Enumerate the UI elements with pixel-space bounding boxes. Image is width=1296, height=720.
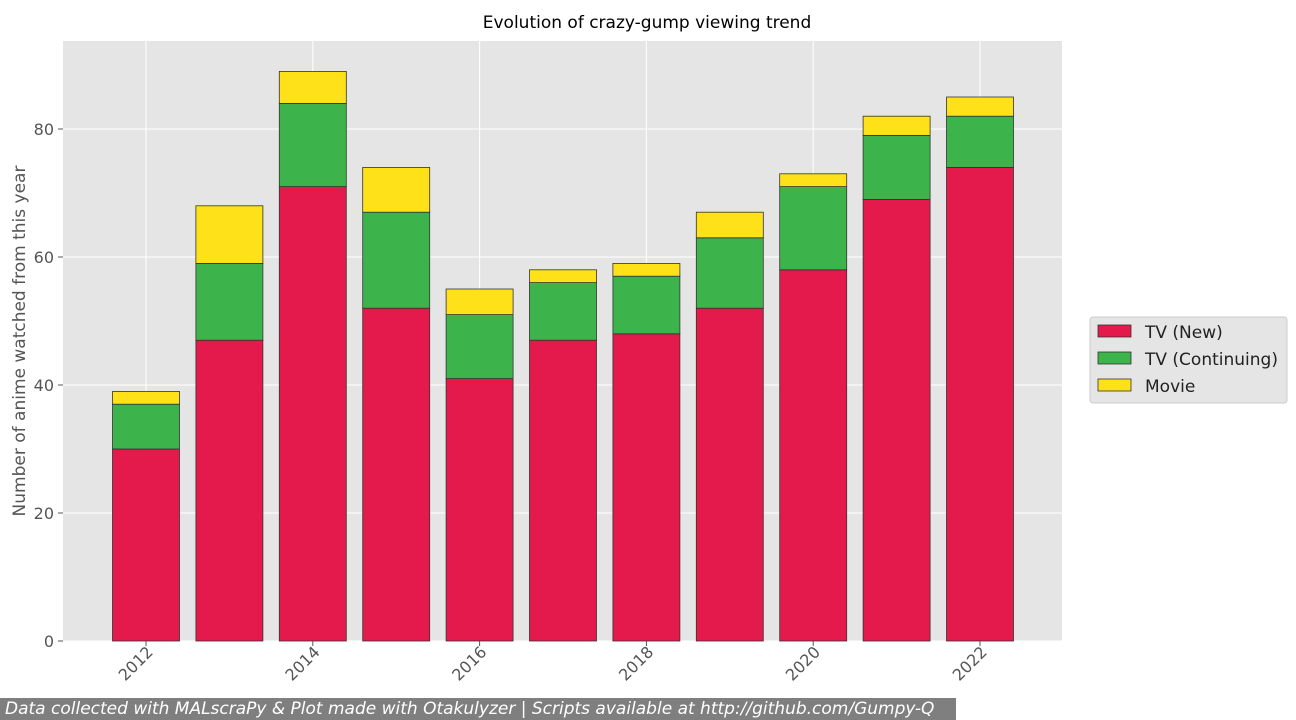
legend-swatch [1097, 351, 1132, 365]
bar-segment-movie [362, 166, 431, 213]
bar-segment-tv-new [946, 166, 1014, 642]
footer-credits: Data collected with MALscraPy & Plot mad… [0, 698, 956, 720]
bar-segment-movie [112, 390, 180, 405]
bar-segment-tv-continuing [529, 282, 597, 341]
chart-title: Evolution of crazy-gump viewing trend [483, 13, 812, 33]
legend: TV (New) TV (Continuing) Movie [1089, 316, 1288, 404]
bar-segment-tv-new [278, 186, 347, 642]
bar-segment-tv-continuing [862, 134, 931, 200]
bar-segment-tv-continuing [779, 186, 848, 271]
bar-segment-movie [946, 96, 1014, 117]
bar-segment-tv-continuing [278, 103, 347, 187]
y-tick-label: 20 [34, 504, 54, 523]
legend-label: Movie [1145, 377, 1195, 397]
x-tick-label: 2020 [782, 642, 824, 684]
bar-segment-movie [529, 269, 597, 283]
bar-segment-tv-continuing [195, 262, 264, 341]
bar-segment-tv-new [112, 448, 180, 642]
bar-segment-movie [779, 173, 848, 188]
bar-segment-tv-new [195, 339, 264, 642]
legend-swatch [1097, 378, 1132, 392]
bar-segment-tv-new [362, 307, 431, 642]
bar-segment-movie [612, 262, 681, 277]
bar-segment-movie [862, 115, 931, 136]
bar-segment-movie [445, 288, 514, 316]
x-tick-label: 2012 [115, 642, 157, 684]
bar-segment-tv-new [862, 198, 931, 642]
legend-box [1089, 316, 1288, 404]
legend-label: TV (New) [1144, 323, 1223, 343]
y-tick-label: 60 [34, 248, 54, 267]
legend-swatch [1097, 324, 1132, 338]
x-tick-label: 2018 [615, 642, 657, 684]
bar-segment-tv-new [445, 378, 514, 642]
bars [112, 71, 1014, 642]
bar-segment-movie [695, 211, 764, 239]
bar-segment-tv-new [695, 307, 764, 642]
y-axis-label: Number of anime watched from this year [10, 166, 30, 517]
x-axis: 2012 2014 2016 2018 2020 2022 [115, 641, 991, 685]
legend-label: TV (Continuing) [1144, 350, 1278, 370]
bar-segment-tv-continuing [695, 237, 764, 309]
y-tick-label: 40 [34, 376, 54, 395]
bar-segment-tv-continuing [112, 403, 180, 450]
bar-segment-tv-new [779, 269, 848, 642]
bar-segment-tv-continuing [445, 314, 514, 380]
x-tick-label: 2014 [281, 642, 323, 684]
bar-segment-movie [278, 71, 347, 104]
bar-segment-movie [195, 205, 264, 264]
x-tick-label: 2016 [448, 642, 490, 684]
bar-segment-tv-continuing [362, 211, 431, 309]
x-tick-label: 2022 [949, 642, 991, 684]
bar-segment-tv-new [529, 339, 597, 642]
y-tick-label: 80 [34, 120, 54, 139]
bar-segment-tv-continuing [612, 275, 681, 335]
bar-segment-tv-continuing [946, 115, 1014, 168]
y-tick-label: 0 [44, 632, 54, 651]
y-axis: 0 20 40 60 80 [34, 120, 63, 651]
bar-segment-tv-new [612, 333, 681, 642]
